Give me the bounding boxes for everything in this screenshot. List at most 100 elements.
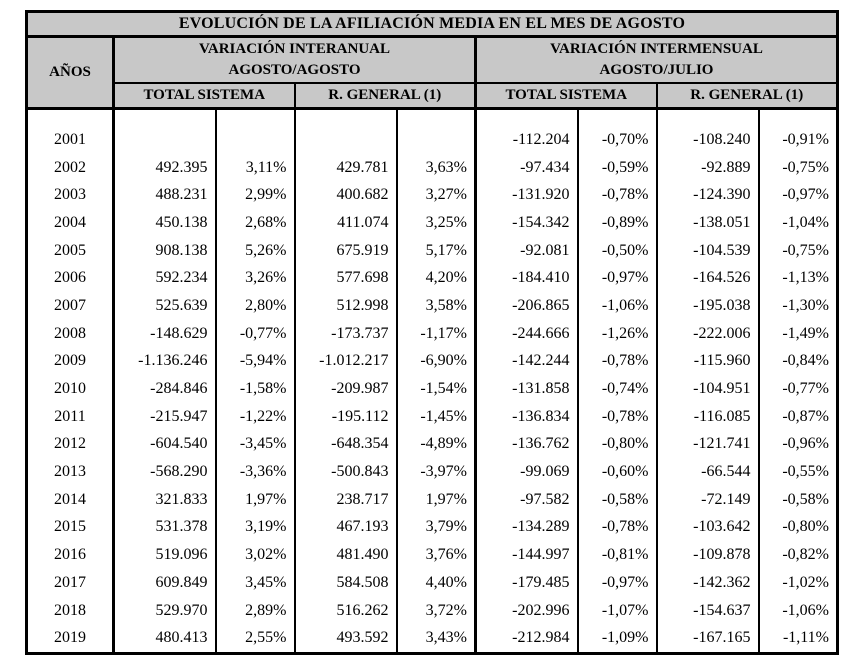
- value-cell: -154.637: [656, 596, 760, 625]
- group-header-intermensual: VARIACIÓN INTERMENSUAL AGOSTO/JULIO: [475, 36, 838, 84]
- table-row: 2008 -148.629 -0,77% -173.737 -1,17% -244.666…: [26, 319, 838, 348]
- value-cell: -0,60%: [577, 458, 658, 486]
- value-cell: -0,77%: [215, 319, 296, 348]
- value-cell: -138.051: [656, 209, 760, 237]
- value-cell: 2,68%: [215, 209, 296, 237]
- subheader-interanual-r-general: R. GENERAL (1): [294, 83, 477, 110]
- year-cell: 2006: [26, 264, 115, 293]
- value-cell: -195.038: [656, 292, 760, 320]
- value-cell: 4,20%: [396, 264, 477, 293]
- value-cell: 584.508: [294, 569, 398, 597]
- group-header-row: AÑOS VARIACIÓN INTERANUAL AGOSTO/AGOSTO …: [26, 36, 838, 110]
- year-cell: 2008: [26, 319, 115, 348]
- value-cell: 675.919: [294, 236, 398, 265]
- year-cell: 2011: [26, 402, 115, 431]
- value-cell: -97.434: [475, 153, 579, 182]
- value-cell: 609.849: [113, 569, 217, 597]
- value-cell: -131.920: [475, 181, 579, 210]
- value-cell: 5,17%: [396, 236, 477, 265]
- value-cell: 3,43%: [396, 624, 477, 654]
- value-cell: -92.889: [656, 153, 760, 182]
- value-cell: -0,78%: [577, 513, 658, 542]
- value-cell: 429.781: [294, 153, 398, 182]
- value-cell: 516.262: [294, 596, 398, 625]
- value-cell: -136.834: [475, 402, 579, 431]
- table-row: 2018 529.970 2,89% 516.262 3,72% -202.996 -1,0…: [26, 596, 838, 625]
- value-cell: -1,45%: [396, 402, 477, 431]
- value-cell: -0,50%: [577, 236, 658, 265]
- table-row: 2004 450.138 2,68% 411.074 3,25% -154.342 -0,8…: [26, 209, 838, 237]
- table-row: 2005 908.138 5,26% 675.919 5,17% -92.081 -0,50…: [26, 236, 838, 265]
- value-cell: -604.540: [113, 430, 217, 459]
- value-cell: 3,79%: [396, 513, 477, 542]
- value-cell: -0,55%: [758, 458, 838, 486]
- value-cell: 525.639: [113, 292, 217, 320]
- value-cell: [475, 108, 579, 126]
- year-cell: 2019: [26, 624, 115, 654]
- value-cell: -0,70%: [577, 126, 658, 154]
- value-cell: -0,58%: [577, 485, 658, 514]
- value-cell: -1,30%: [758, 292, 838, 320]
- table-row: 2015 531.378 3,19% 467.193 3,79% -134.289 -0,7…: [26, 513, 838, 542]
- value-cell: [113, 108, 217, 126]
- value-cell: -1,49%: [758, 319, 838, 348]
- value-cell: 3,76%: [396, 541, 477, 569]
- value-cell: -136.762: [475, 430, 579, 459]
- group-subtitle-intermensual: AGOSTO/JULIO: [599, 62, 714, 78]
- value-cell: -1,22%: [215, 402, 296, 431]
- value-cell: [215, 108, 296, 126]
- year-cell: 2004: [26, 209, 115, 237]
- value-cell: -108.240: [656, 126, 760, 154]
- years-column-header: AÑOS: [26, 36, 115, 110]
- table-body: 2001 -112.204 -0,70% -108.240 -0,91% 2002 492.…: [26, 108, 838, 654]
- subheader-intermensual-total-sistema: TOTAL SISTEMA: [475, 83, 658, 110]
- subheader-row: TOTAL SISTEMA R. GENERAL (1) TOTAL SISTE…: [27, 83, 838, 110]
- value-cell: 3,72%: [396, 596, 477, 625]
- year-cell: 2013: [26, 458, 115, 486]
- value-cell: 512.998: [294, 292, 398, 320]
- year-cell: 2003: [26, 181, 115, 210]
- value-cell: -6,90%: [396, 347, 477, 376]
- year-cell: 2012: [26, 430, 115, 459]
- group-subtitle-interanual: AGOSTO/AGOSTO: [228, 62, 361, 78]
- value-cell: -0,82%: [758, 541, 838, 569]
- value-cell: -0,58%: [758, 485, 838, 514]
- value-cell: -0,59%: [577, 153, 658, 182]
- table-row: 2011 -215.947 -1,22% -195.112 -1,45% -136.834…: [26, 402, 838, 431]
- value-cell: -4,89%: [396, 430, 477, 459]
- year-cell: 2002: [26, 153, 115, 182]
- value-cell: -3,97%: [396, 458, 477, 486]
- value-cell: 3,45%: [215, 569, 296, 597]
- value-cell: 238.717: [294, 485, 398, 514]
- value-cell: -1,13%: [758, 264, 838, 293]
- value-cell: -1,06%: [758, 596, 838, 625]
- value-cell: 3,11%: [215, 153, 296, 182]
- value-cell: -154.342: [475, 209, 579, 237]
- year-cell: 2017: [26, 569, 115, 597]
- year-cell: 2016: [26, 541, 115, 569]
- value-cell: -1.136.246: [113, 347, 217, 376]
- value-cell: -1,07%: [577, 596, 658, 625]
- value-cell: 480.413: [113, 624, 217, 654]
- group-header-interanual: VARIACIÓN INTERANUAL AGOSTO/AGOSTO: [113, 36, 477, 84]
- value-cell: -1,04%: [758, 209, 838, 237]
- value-cell: [656, 108, 760, 126]
- value-cell: 481.490: [294, 541, 398, 569]
- value-cell: -195.112: [294, 402, 398, 431]
- value-cell: -0,80%: [758, 513, 838, 542]
- value-cell: [215, 126, 296, 154]
- table-row: 2017 609.849 3,45% 584.508 4,40% -179.485 -0,9…: [26, 569, 838, 597]
- table-row: 2002 492.395 3,11% 429.781 3,63% -97.434 -0,59…: [26, 153, 838, 182]
- value-cell: -3,45%: [215, 430, 296, 459]
- value-cell: -144.997: [475, 541, 579, 569]
- value-cell: -104.539: [656, 236, 760, 265]
- value-cell: 2,99%: [215, 181, 296, 210]
- value-cell: 3,63%: [396, 153, 477, 182]
- value-cell: 493.592: [294, 624, 398, 654]
- value-cell: -244.666: [475, 319, 579, 348]
- value-cell: -0,84%: [758, 347, 838, 376]
- value-cell: -500.843: [294, 458, 398, 486]
- value-cell: 519.096: [113, 541, 217, 569]
- year-cell: 2014: [26, 485, 115, 514]
- value-cell: 400.682: [294, 181, 398, 210]
